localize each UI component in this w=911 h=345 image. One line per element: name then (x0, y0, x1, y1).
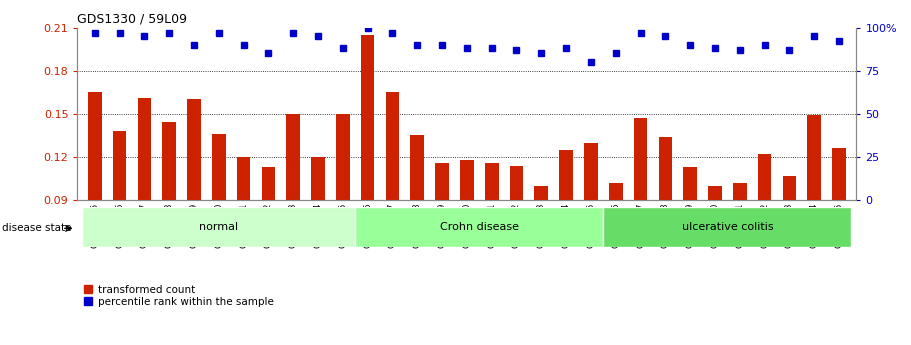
Bar (361, 35, 374, 200)
Bar (261, 167, 275, 200)
Bar (312, 157, 325, 200)
Bar (187, 99, 200, 200)
Bar (435, 163, 449, 200)
Bar (758, 154, 772, 200)
Bar (88, 92, 102, 200)
Text: Crohn disease: Crohn disease (440, 222, 518, 232)
Bar (832, 148, 845, 200)
Text: disease state: disease state (2, 224, 71, 233)
Legend: transformed count, percentile rank within the sample: transformed count, percentile rank withi… (83, 285, 274, 307)
Bar (162, 122, 176, 200)
Bar (355, 207, 603, 247)
Bar (138, 98, 151, 200)
Bar (634, 118, 648, 200)
Bar (659, 137, 672, 200)
Bar (411, 135, 425, 200)
Bar (535, 186, 548, 200)
Bar (609, 183, 622, 200)
Bar (733, 183, 747, 200)
Bar (584, 142, 598, 200)
Bar (559, 150, 573, 200)
Bar (385, 92, 399, 200)
Bar (485, 163, 498, 200)
Text: normal: normal (200, 222, 239, 232)
Bar (237, 157, 251, 200)
Bar (603, 207, 852, 247)
Bar (807, 115, 821, 200)
Bar (113, 131, 127, 200)
Bar (783, 176, 796, 200)
Bar (683, 167, 697, 200)
Bar (82, 207, 355, 247)
Bar (509, 166, 523, 200)
Bar (336, 114, 350, 200)
Bar (460, 160, 474, 200)
Text: ulcerative colitis: ulcerative colitis (681, 222, 773, 232)
Bar (286, 114, 300, 200)
Bar (708, 186, 722, 200)
Text: GDS1330 / 59L09: GDS1330 / 59L09 (77, 12, 188, 25)
Bar (212, 134, 226, 200)
